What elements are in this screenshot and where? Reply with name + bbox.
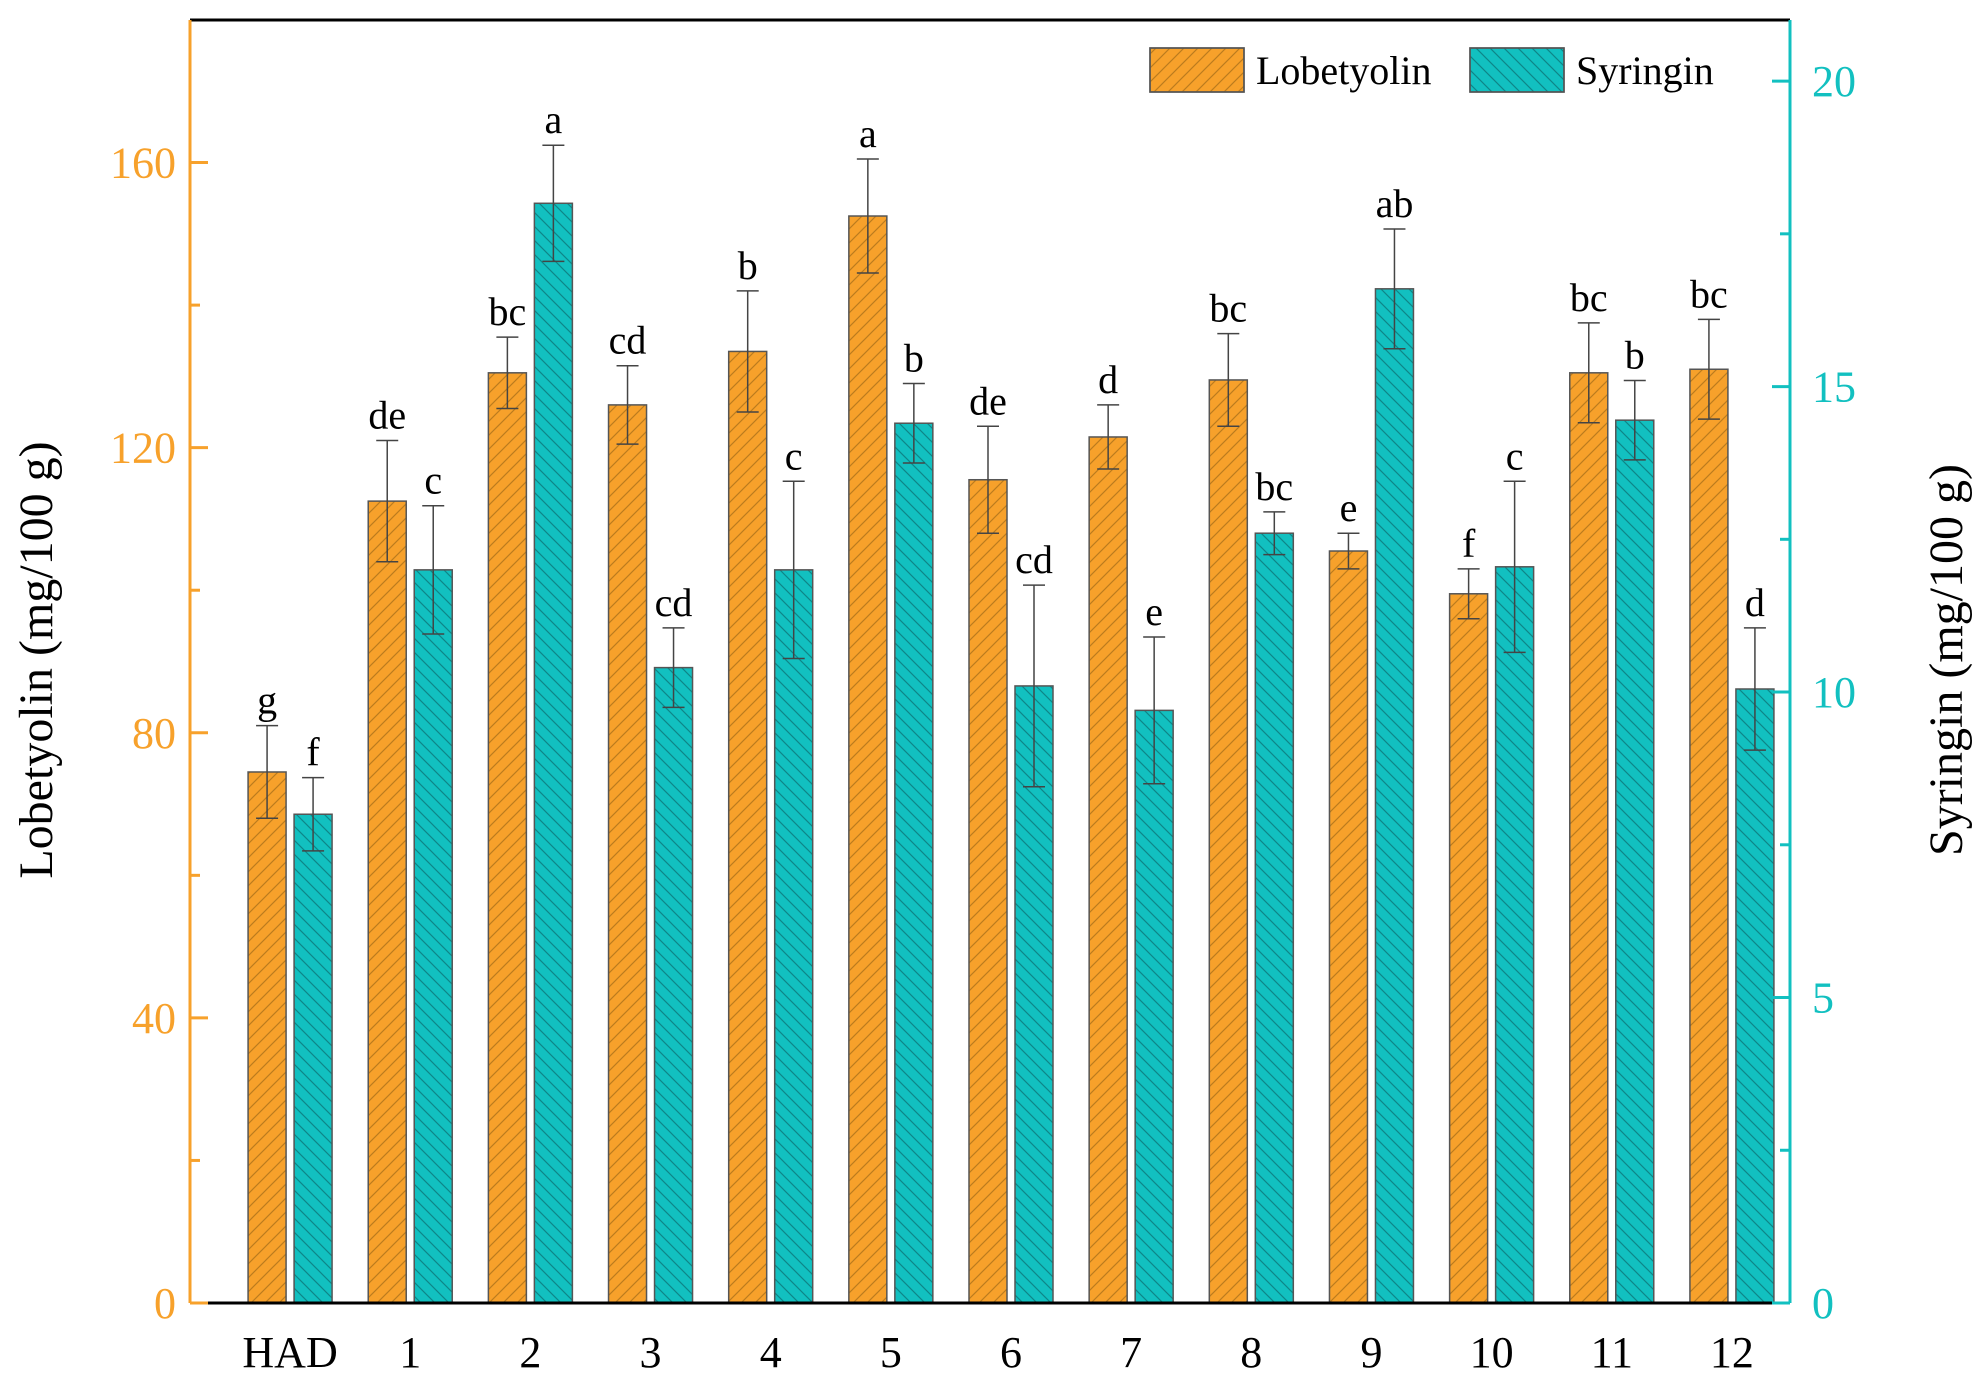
letter-lobetyolin-10: f [1462, 521, 1476, 566]
letter-syringin-8: bc [1255, 464, 1293, 509]
right-tick-label-20: 20 [1812, 57, 1856, 106]
bar-hatch-syringin-1 [413, 569, 453, 1304]
letter-lobetyolin-12: bc [1690, 271, 1728, 316]
right-axis-label: Syringin (mg/100 g) [1920, 464, 1973, 856]
letter-lobetyolin-11: bc [1570, 275, 1608, 320]
letter-syringin-6: cd [1015, 537, 1053, 582]
x-tick-label-2: 2 [519, 1328, 541, 1377]
bar-hatch-syringin-10 [1494, 566, 1535, 1304]
left-tick-label-0: 0 [154, 1279, 176, 1328]
letter-lobetyolin-4: b [738, 243, 758, 288]
letter-lobetyolin-8: bc [1209, 286, 1247, 331]
bar-hatch-lobetyolin-8 [1208, 379, 1249, 1304]
letter-syringin-4: c [785, 433, 803, 478]
bar-hatch-lobetyolin-12 [1689, 368, 1729, 1304]
left-tick-label-80: 80 [132, 709, 176, 758]
letter-syringin-2: a [545, 97, 563, 142]
bar-hatch-lobetyolin-3 [607, 404, 648, 1304]
right-tick-label-10: 10 [1812, 668, 1856, 717]
bar-hatch-lobetyolin-10 [1448, 593, 1489, 1304]
legend-label-syringin: Syringin [1576, 48, 1714, 93]
bar-hatch-syringin-8 [1254, 532, 1295, 1304]
x-tick-label-6: 6 [1000, 1328, 1022, 1377]
right-tick-label-0: 0 [1812, 1279, 1834, 1328]
left-axis-ticks: 0 40 80 120 160 [110, 139, 208, 1328]
bar-hatch-lobetyolin-6 [968, 478, 1008, 1304]
letter-lobetyolin-1: de [368, 393, 406, 438]
letter-syringin-9: ab [1376, 181, 1414, 226]
legend: Lobetyolin Syringin [1149, 47, 1714, 93]
bar-hatch-syringin-12 [1735, 688, 1775, 1304]
letter-syringin-12: d [1745, 580, 1765, 625]
x-tick-label-HAD: HAD [242, 1328, 337, 1377]
bar-hatch-syringin-11 [1615, 419, 1655, 1304]
bar-hatch-lobetyolin-9 [1328, 550, 1369, 1304]
letter-lobetyolin-2: bc [489, 289, 527, 334]
letter-lobetyolin-3: cd [609, 318, 647, 363]
letter-syringin-1: c [424, 458, 442, 503]
x-tick-label-1: 1 [399, 1328, 421, 1377]
letter-lobetyolin-HAD: g [257, 678, 277, 723]
x-tick-label-12: 12 [1710, 1328, 1754, 1377]
bar-hatch-lobetyolin-7 [1088, 436, 1128, 1304]
letter-syringin-HAD: f [306, 730, 320, 775]
letter-syringin-11: b [1625, 332, 1645, 377]
x-tick-label-4: 4 [760, 1328, 782, 1377]
x-tick-label-10: 10 [1470, 1328, 1514, 1377]
x-tick-label-5: 5 [880, 1328, 902, 1377]
letter-syringin-5: b [904, 336, 924, 381]
right-tick-label-15: 15 [1812, 363, 1856, 412]
left-tick-label-120: 120 [110, 424, 176, 473]
x-tick-labels: HAD 1 2 3 4 5 6 7 8 9 10 11 12 [242, 1328, 1754, 1377]
left-tick-label-160: 160 [110, 139, 176, 188]
x-tick-label-8: 8 [1240, 1328, 1262, 1377]
letter-syringin-3: cd [655, 580, 693, 625]
bar-hatch-syringin-4 [773, 569, 814, 1304]
bar-hatch-lobetyolin-5 [848, 215, 888, 1304]
bar-hatch-syringin-3 [653, 666, 694, 1304]
right-tick-label-5: 5 [1812, 974, 1834, 1023]
legend-hatch-syringin [1469, 47, 1565, 93]
letter-lobetyolin-9: e [1340, 485, 1358, 530]
letter-syringin-7: e [1145, 589, 1163, 634]
bar-hatch-lobetyolin-4 [727, 350, 768, 1304]
bars-layer [247, 202, 1775, 1304]
letter-syringin-10: c [1506, 433, 1524, 478]
letter-lobetyolin-6: de [969, 378, 1007, 423]
letter-lobetyolin-5: a [859, 111, 877, 156]
left-tick-label-40: 40 [132, 994, 176, 1043]
bar-hatch-syringin-2 [533, 202, 574, 1304]
right-axis-ticks: 0 5 10 15 20 [1772, 57, 1856, 1328]
letter-lobetyolin-7: d [1098, 357, 1118, 402]
x-tick-label-9: 9 [1360, 1328, 1382, 1377]
legend-hatch-lobetyolin [1149, 47, 1245, 93]
bar-hatch-syringin-HAD [293, 813, 333, 1304]
bar-hatch-syringin-5 [894, 422, 934, 1304]
bar-hatch-syringin-7 [1134, 709, 1174, 1304]
bar-hatch-lobetyolin-1 [367, 500, 407, 1304]
error-bars-layer [256, 144, 1766, 852]
left-axis-label: Lobetyolin (mg/100 g) [10, 441, 63, 878]
bar-hatch-lobetyolin-HAD [247, 771, 287, 1304]
bar-hatch-syringin-9 [1374, 288, 1415, 1304]
bar-hatch-lobetyolin-2 [487, 372, 528, 1304]
x-tick-label-3: 3 [640, 1328, 662, 1377]
bar-hatch-lobetyolin-11 [1569, 372, 1609, 1304]
x-tick-label-11: 11 [1591, 1328, 1633, 1377]
legend-label-lobetyolin: Lobetyolin [1256, 48, 1432, 93]
x-tick-label-7: 7 [1120, 1328, 1142, 1377]
